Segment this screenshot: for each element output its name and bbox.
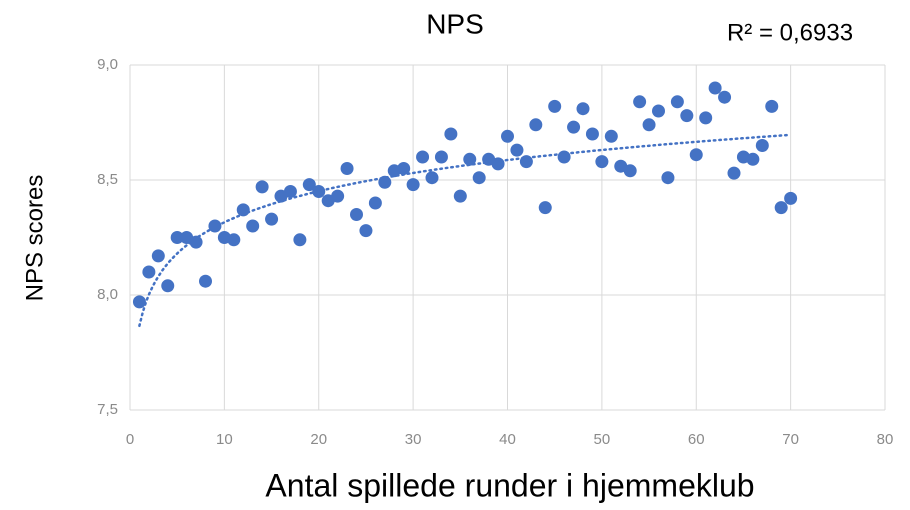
y-tick-label: 7,5 (97, 401, 118, 418)
y-tick-label: 8,5 (97, 171, 118, 188)
point (331, 189, 345, 203)
point (472, 171, 486, 185)
point (142, 265, 156, 279)
point (491, 157, 505, 171)
point (510, 143, 524, 157)
chart-title: NPS (426, 8, 484, 39)
point (246, 219, 260, 233)
point (283, 185, 297, 198)
point (585, 127, 599, 141)
point (161, 279, 175, 293)
point (189, 235, 203, 249)
r-squared: R² = 0,6933 (727, 19, 853, 46)
point (236, 203, 250, 217)
point (444, 127, 458, 141)
x-tick-label: 30 (405, 431, 422, 448)
point (293, 233, 307, 247)
point (633, 95, 647, 109)
point (746, 152, 760, 166)
point (501, 129, 514, 143)
point (397, 162, 411, 175)
point (680, 109, 694, 123)
point (652, 104, 665, 118)
point (463, 152, 477, 166)
point (576, 102, 590, 116)
point (623, 164, 637, 178)
point (755, 139, 769, 152)
point (312, 185, 326, 198)
point (604, 129, 618, 143)
point (208, 219, 222, 233)
point (359, 224, 373, 238)
x-tick-label: 80 (877, 431, 894, 448)
point (718, 90, 732, 104)
x-tick-label: 10 (216, 431, 233, 448)
y-tick-label: 9,0 (97, 56, 118, 73)
point (765, 99, 779, 113)
point (302, 178, 316, 192)
point (548, 99, 562, 113)
point (595, 155, 609, 169)
point (406, 178, 420, 192)
point (453, 189, 467, 203)
point (774, 201, 788, 215)
point (350, 208, 363, 221)
x-tick-label: 20 (310, 431, 327, 448)
point (699, 111, 713, 125)
point (727, 166, 741, 180)
point (538, 201, 552, 215)
x-tick-label: 60 (688, 431, 705, 448)
point (434, 150, 448, 164)
point (670, 95, 684, 109)
point (151, 249, 165, 263)
y-tick-label: 8,0 (97, 286, 118, 303)
point (227, 233, 241, 247)
point (265, 212, 279, 226)
x-axis-label: Antal spillede runder i hjemmeklub (265, 467, 754, 503)
x-tick-label: 0 (126, 431, 134, 448)
point (199, 274, 212, 288)
point (519, 155, 533, 169)
point (642, 118, 656, 132)
point (784, 191, 798, 205)
point (425, 171, 439, 185)
point (661, 171, 675, 185)
point (378, 175, 392, 189)
point (132, 295, 146, 309)
point (529, 118, 543, 132)
y-axis-label: NPS scores (21, 175, 48, 302)
point (255, 180, 269, 194)
point (340, 162, 354, 175)
point (689, 148, 703, 162)
point (416, 150, 430, 164)
point (708, 81, 722, 95)
point (557, 150, 571, 164)
point (567, 120, 581, 134)
x-tick-label: 70 (782, 431, 799, 448)
point (368, 196, 382, 210)
x-tick-label: 40 (499, 431, 516, 448)
point (170, 231, 184, 244)
x-tick-label: 50 (594, 431, 611, 448)
